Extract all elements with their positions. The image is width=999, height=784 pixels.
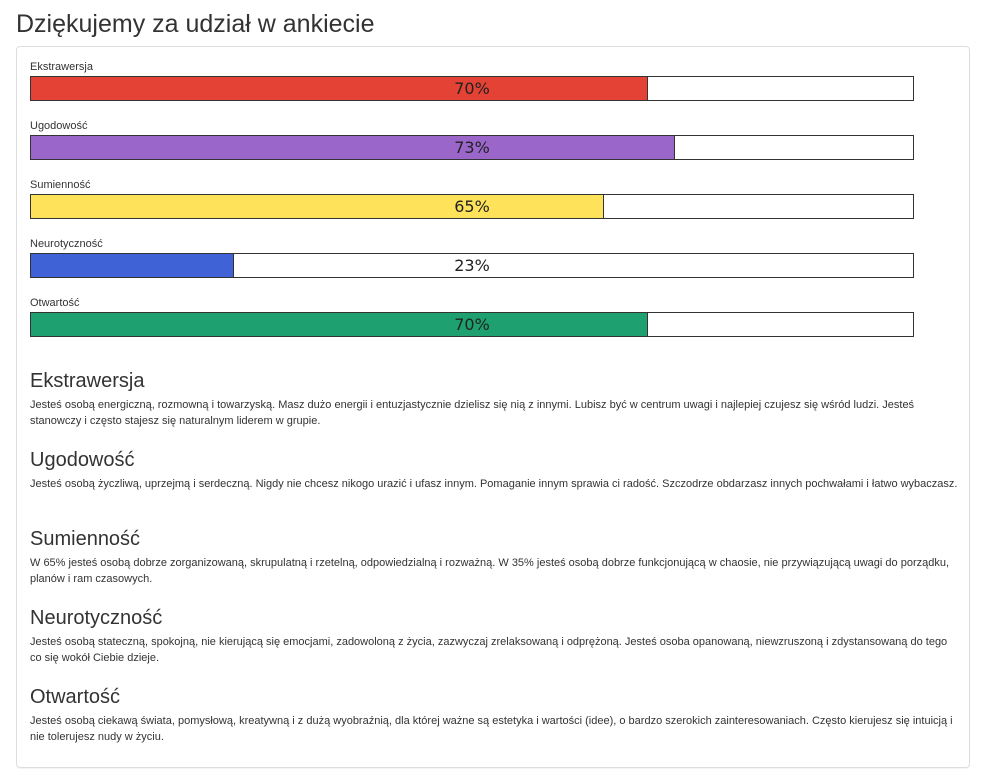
progress-fill — [31, 136, 675, 159]
description-title: Neurotyczność — [30, 607, 163, 629]
progress-bar: 70% — [30, 76, 914, 101]
trait-bar-agreeableness: Ugodowość 73% — [30, 120, 914, 179]
progress-fill — [31, 313, 649, 336]
trait-bar-extraversion: Ekstrawersja 70% — [30, 61, 914, 120]
trait-bar-label: Ugodowość — [30, 120, 88, 132]
progress-bar: 65% — [30, 194, 914, 219]
progress-percent: 23% — [454, 256, 490, 275]
progress-percent: 70% — [454, 79, 490, 98]
trait-bar-label: Sumienność — [30, 179, 91, 191]
description-text: Jesteś osobą ciekawą świata, pomysłową, … — [30, 715, 953, 743]
description-text: Jesteś osobą energiczną, rozmowną i towa… — [30, 399, 915, 427]
progress-bar: 23% — [30, 253, 914, 278]
trait-bar-conscientiousness: Sumienność 65% — [30, 179, 914, 238]
progress-percent: 73% — [454, 138, 490, 157]
progress-fill — [31, 195, 605, 218]
description-text: W 65% jesteś osobą dobrze zorganizowaną,… — [30, 557, 950, 585]
progress-percent: 65% — [454, 197, 490, 216]
description-title: Ekstrawersja — [30, 370, 145, 392]
description-title: Sumienność — [30, 528, 141, 550]
progress-bar: 70% — [30, 312, 914, 337]
description-extraversion: Ekstrawersja Jesteś osobą energiczną, ro… — [30, 369, 958, 448]
description-openness: Otwartość Jesteś osobą ciekawą świata, p… — [30, 685, 958, 764]
progress-fill — [31, 77, 649, 100]
progress-bar: 73% — [30, 135, 914, 160]
description-title: Otwartość — [30, 686, 121, 708]
description-text: Jesteś osobą życzliwą, uprzejmą i serdec… — [30, 478, 958, 490]
description-conscientiousness: Sumienność W 65% jesteś osobą dobrze zor… — [30, 527, 958, 606]
trait-bar-label: Neurotyczność — [30, 238, 103, 250]
trait-bar-label: Otwartość — [30, 297, 80, 309]
trait-bar-openness: Otwartość 70% — [30, 297, 914, 356]
trait-bar-label: Ekstrawersja — [30, 61, 93, 73]
page-title: Dziękujemy za udział w ankiecie — [16, 10, 375, 38]
description-neuroticism: Neurotyczność Jesteś osobą stateczną, sp… — [30, 606, 958, 685]
description-agreeableness: Ugodowość Jesteś osobą życzliwą, uprzejm… — [30, 448, 958, 527]
results-panel: Ekstrawersja 70% Ugodowość 73% Sumiennoś… — [16, 46, 970, 768]
description-text: Jesteś osobą stateczną, spokojną, nie ki… — [30, 636, 948, 664]
progress-percent: 70% — [454, 315, 490, 334]
description-title: Ugodowość — [30, 449, 135, 471]
progress-fill — [31, 254, 234, 277]
trait-descriptions: Ekstrawersja Jesteś osobą energiczną, ro… — [30, 369, 958, 764]
trait-bars: Ekstrawersja 70% Ugodowość 73% Sumiennoś… — [30, 61, 914, 356]
trait-bar-neuroticism: Neurotyczność 23% — [30, 238, 914, 297]
